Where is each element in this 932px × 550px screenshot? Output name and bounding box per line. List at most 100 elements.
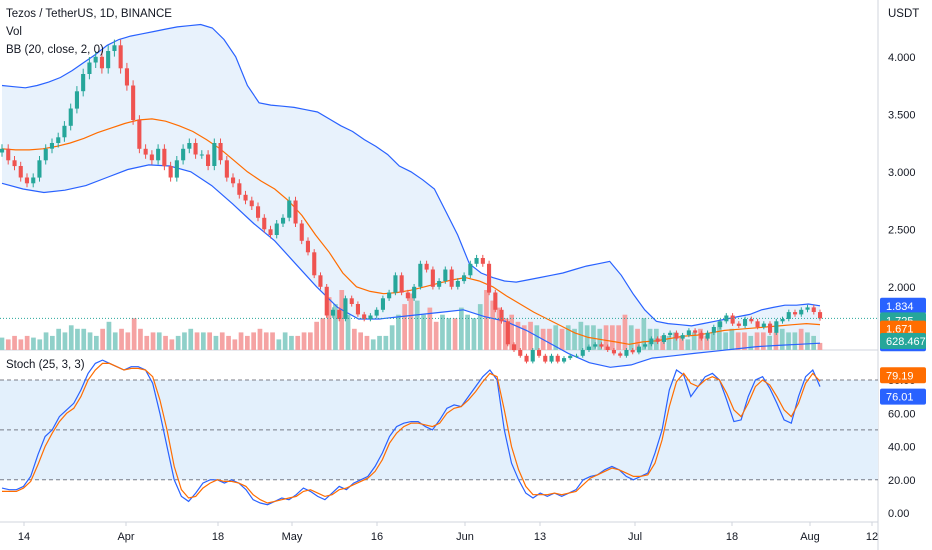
volume-bar (175, 335, 181, 350)
candle-body (199, 154, 204, 156)
candle-body (474, 258, 479, 264)
candle-body (449, 269, 454, 287)
volume-bar (396, 314, 401, 350)
volume-bar (219, 332, 225, 350)
candle-body (305, 240, 310, 253)
volume-bar (452, 318, 458, 350)
time-tick-label: 16 (371, 531, 383, 543)
time-tick-label: Aug (800, 531, 820, 543)
volume-bar (156, 332, 162, 350)
volume-bar (553, 325, 559, 350)
candle-body (87, 62, 92, 74)
bollinger-band-fill (2, 24, 820, 368)
bb-basis-badge-bg (880, 320, 926, 337)
candle-body (224, 160, 229, 178)
volume-bar (704, 335, 710, 350)
candle-body (786, 312, 791, 319)
volume-bar (87, 332, 93, 350)
candle-body (31, 177, 36, 184)
volume-bar (754, 332, 760, 350)
volume-bar (251, 332, 256, 350)
volume-bar (24, 335, 30, 350)
candle-body (256, 206, 261, 218)
volume-bar (125, 332, 131, 350)
candle-body (543, 355, 548, 362)
candle-body (330, 309, 335, 316)
candle-body (655, 338, 660, 342)
candle-body (530, 350, 535, 362)
volume-bar (119, 328, 124, 350)
volume-bar (68, 325, 74, 350)
volume-bar (578, 321, 584, 350)
candle-body (549, 355, 554, 362)
candle-body (468, 263, 473, 276)
candle-body (799, 309, 804, 315)
time-tick-label: 18 (726, 531, 738, 543)
candle-body (62, 125, 67, 138)
candle-body (243, 194, 248, 201)
candle-body (112, 45, 117, 51)
candle-body (174, 160, 179, 178)
volume-bar (182, 332, 187, 350)
volume-bar (100, 328, 105, 350)
currency-label: USDT (888, 8, 920, 20)
volume-bar (660, 335, 665, 350)
time-tick-label: 13 (534, 531, 546, 543)
candle-body (405, 292, 410, 299)
candle-body (143, 148, 148, 155)
volume-bar (414, 300, 420, 350)
candle-body (374, 309, 379, 316)
volume-bar (742, 332, 747, 350)
volume-bar (534, 325, 540, 350)
volume-bar (509, 314, 514, 350)
candle-body (611, 350, 616, 354)
candle-body (237, 183, 242, 195)
candle-body (624, 350, 629, 356)
candle-body (18, 166, 23, 178)
candle-body (118, 45, 123, 69)
grid (0, 0, 879, 550)
candle-body (749, 319, 754, 322)
time-tick-label: Jul (628, 531, 642, 543)
volume-bar (723, 332, 728, 350)
volume-bar (679, 335, 684, 350)
volume-bar (94, 335, 99, 350)
volume-bar (37, 339, 43, 350)
volume-bar (383, 335, 389, 350)
candle-body (6, 148, 11, 161)
volume-bar (459, 307, 464, 350)
stochastic-k-badge-bg (880, 388, 926, 405)
volume-bar (547, 328, 552, 350)
volume-bar (339, 290, 345, 350)
candle-body (636, 346, 641, 353)
volume-bar (81, 328, 87, 350)
candle-body (524, 355, 529, 362)
bb-basis-badge: 1.671 (886, 324, 914, 336)
candle-body (593, 344, 598, 347)
volume-bar (238, 332, 244, 350)
candle-body (168, 166, 173, 178)
candle-body (480, 258, 485, 264)
candle-body (324, 286, 329, 316)
volume-bar (43, 332, 49, 350)
volume-bar (232, 339, 238, 350)
candle-body (768, 323, 773, 333)
candle-body (630, 350, 635, 353)
candle-body (493, 292, 498, 310)
stochastic-d-line (2, 362, 821, 504)
candle-body (437, 281, 442, 287)
candle-body (605, 346, 610, 350)
candle-body (156, 148, 161, 161)
candle-body (586, 346, 591, 350)
stochastic-tick-label: 60.00 (888, 408, 916, 420)
volume-bar (282, 332, 288, 350)
volume-bar (31, 337, 36, 350)
candle-body (74, 91, 79, 109)
candle-body (574, 355, 579, 357)
candle-body (0, 148, 5, 153)
volume-bar (440, 314, 445, 350)
volume-bar (572, 328, 577, 350)
volume-bar (106, 321, 112, 350)
volume-bar (767, 335, 772, 350)
